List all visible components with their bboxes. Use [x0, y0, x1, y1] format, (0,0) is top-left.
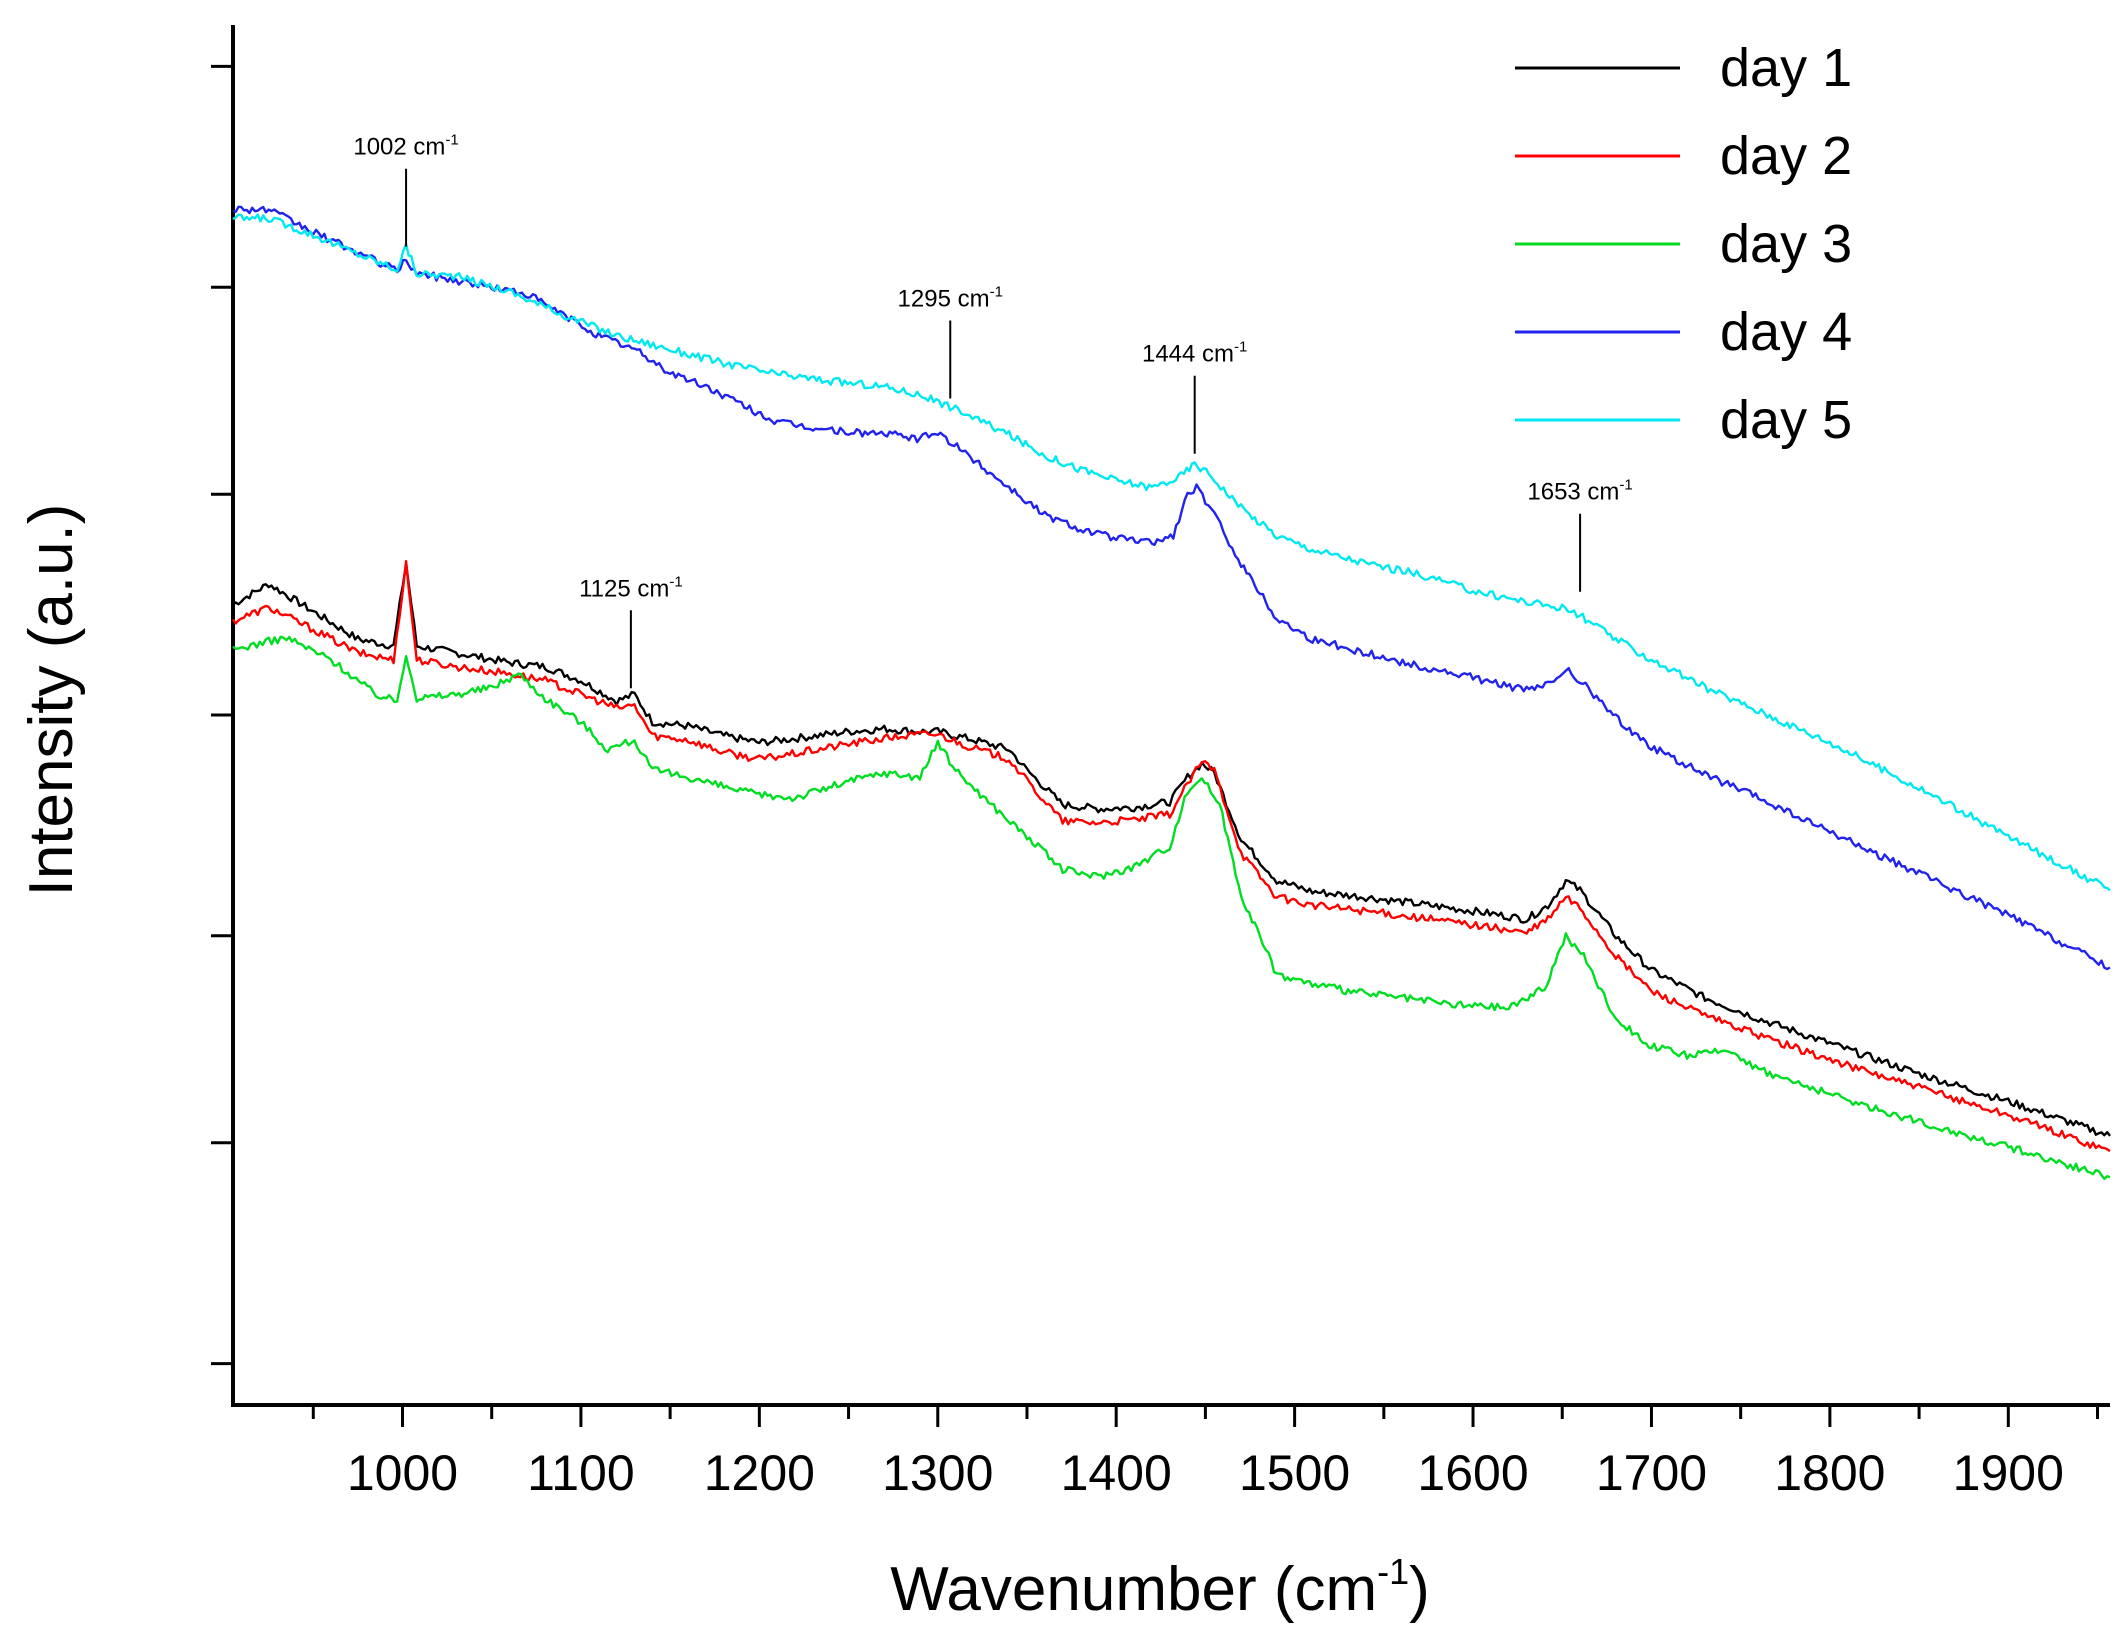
- series-line-day-2: [232, 560, 2111, 1153]
- x-tick-label: 1600: [1417, 1445, 1528, 1501]
- legend-label: day 5: [1720, 390, 1852, 450]
- x-tick-label: 1000: [347, 1445, 458, 1501]
- annotation-label-main: 1653 cm: [1527, 479, 1619, 506]
- x-axis-title-main: Wavenumber (cm: [890, 1555, 1377, 1624]
- x-tick-label: 1800: [1774, 1445, 1885, 1501]
- annotation-label-sup: -1: [669, 573, 682, 590]
- annotation-label-sup: -1: [1234, 339, 1247, 356]
- x-tick-label: 1200: [704, 1445, 815, 1501]
- x-tick-label: 1300: [882, 1445, 993, 1501]
- annotation-label: 1002 cm-1: [353, 132, 458, 161]
- legend-label: day 2: [1720, 126, 1852, 186]
- annotation-label: 1125 cm-1: [579, 573, 683, 602]
- annotation-label-main: 1002 cm: [353, 134, 445, 161]
- annotation-label-sup: -1: [1619, 477, 1632, 494]
- legend-label: day 1: [1720, 38, 1852, 98]
- legend-label: day 3: [1720, 214, 1852, 274]
- annotation-label-main: 1125 cm: [579, 575, 669, 602]
- annotation-label-main: 1295 cm: [898, 286, 990, 313]
- annotation-label-main: 1444 cm: [1142, 341, 1234, 368]
- x-tick-label: 1100: [527, 1445, 635, 1501]
- legend-label: day 4: [1720, 302, 1852, 362]
- y-axis-title: Intensity (a.u.): [17, 504, 86, 897]
- annotation-label-sup: -1: [445, 132, 458, 149]
- x-axis-title: Wavenumber (cm-1): [890, 1551, 1430, 1624]
- annotation-label: 1444 cm-1: [1142, 339, 1247, 368]
- legend: day 1 day 2 day 3 day 4 day 5: [1515, 38, 1852, 450]
- annotation-label: 1295 cm-1: [898, 284, 1003, 313]
- x-tick-label: 1900: [1953, 1445, 2064, 1501]
- x-axis-title-sup: -1: [1377, 1551, 1409, 1592]
- series-layer: [232, 205, 2111, 1180]
- series-line-day-3: [232, 635, 2111, 1180]
- series-line-day-4: [232, 205, 2111, 971]
- x-tick-label: 1400: [1061, 1445, 1172, 1501]
- x-axis-title-close: ): [1409, 1555, 1430, 1624]
- series-line-day-1: [232, 562, 2111, 1137]
- x-tick-label: 1700: [1596, 1445, 1707, 1501]
- axis-ticks: 1000 1100 1200 1300 1400 1500 1600 1700 1800 1900: [211, 64, 2100, 1501]
- annotation-label-sup: -1: [990, 284, 1003, 301]
- series-line-day-5: [232, 213, 2111, 892]
- annotation-label: 1653 cm-1: [1527, 477, 1632, 506]
- x-tick-label: 1500: [1239, 1445, 1350, 1501]
